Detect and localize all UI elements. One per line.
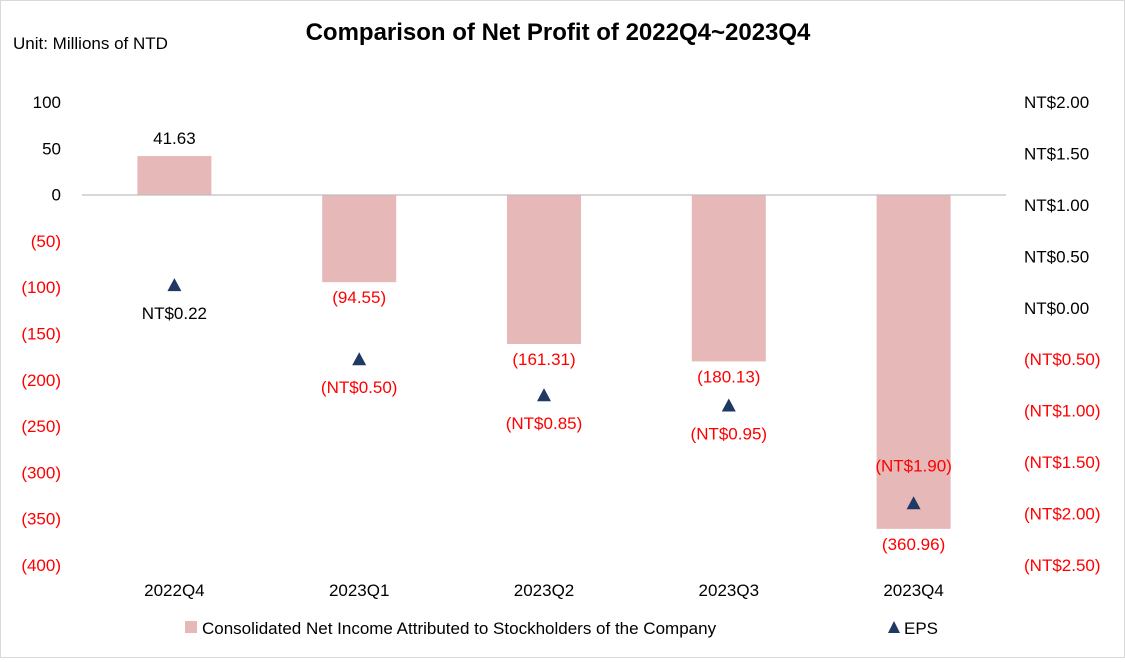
bar-data-labels: 41.63 (94.55) (161.31) (180.13) (360.96) <box>153 129 945 554</box>
bar-label: (180.13) <box>697 367 760 386</box>
right-tick-label: NT$1.00 <box>1024 196 1089 215</box>
right-tick-label: NT$2.00 <box>1024 93 1089 112</box>
bar-2023Q1 <box>322 194 397 283</box>
left-tick-label: 0 <box>52 186 61 205</box>
legend-eps-triangle-icon <box>888 621 900 633</box>
left-tick-label: 50 <box>42 139 61 158</box>
bar-label: (161.31) <box>512 350 575 369</box>
right-axis-ticks: NT$2.00 NT$1.50 NT$1.00 NT$0.50 NT$0.00 (NT$0… <box>1024 93 1101 575</box>
eps-label: (NT$0.50) <box>321 378 398 397</box>
left-tick-label: (100) <box>21 278 61 297</box>
legend-bar-swatch <box>185 621 197 633</box>
eps-label: (NT$1.90) <box>875 456 952 475</box>
bar-2023Q4 <box>876 194 951 529</box>
bar-2023Q2 <box>507 194 581 344</box>
left-tick-label: (350) <box>21 510 61 529</box>
right-tick-label: (NT$2.00) <box>1024 505 1101 524</box>
eps-label: (NT$0.85) <box>506 414 583 433</box>
x-tick-label: 2023Q3 <box>699 581 760 600</box>
right-tick-label: NT$0.00 <box>1024 299 1089 318</box>
chart-title: Comparison of Net Profit of 2022Q4~2023Q… <box>306 19 811 46</box>
bar-label: (360.96) <box>882 535 945 554</box>
legend: Consolidated Net Income Attributed to St… <box>185 619 938 638</box>
left-tick-label: (150) <box>21 325 61 344</box>
bar-2023Q3 <box>691 194 766 362</box>
right-tick-label: (NT$0.50) <box>1024 350 1101 369</box>
eps-triangle-marker <box>906 496 921 510</box>
x-axis-ticks: 2022Q4 2023Q1 2023Q2 2023Q3 2023Q4 <box>144 581 944 600</box>
left-tick-label: 100 <box>33 93 61 112</box>
eps-label: NT$0.22 <box>142 304 207 323</box>
x-tick-label: 2022Q4 <box>144 581 205 600</box>
left-tick-label: (300) <box>21 463 61 482</box>
eps-data-labels: NT$0.22 (NT$0.50) (NT$0.85) (NT$0.95) (NT$1.… <box>142 304 952 475</box>
left-tick-label: (250) <box>21 417 61 436</box>
eps-triangle-marker <box>721 398 736 412</box>
x-tick-label: 2023Q2 <box>514 581 575 600</box>
right-tick-label: (NT$2.50) <box>1024 556 1101 575</box>
eps-triangle-marker <box>167 278 182 292</box>
legend-bar-label: Consolidated Net Income Attributed to St… <box>202 619 717 638</box>
right-tick-label: (NT$1.50) <box>1024 453 1101 472</box>
eps-triangle-marker <box>537 388 551 402</box>
eps-series <box>167 278 921 510</box>
x-tick-label: 2023Q4 <box>883 581 944 600</box>
x-tick-label: 2023Q1 <box>329 581 390 600</box>
unit-label: Unit: Millions of NTD <box>13 34 168 53</box>
right-tick-label: NT$0.50 <box>1024 247 1089 266</box>
legend-eps-label: EPS <box>904 619 938 638</box>
left-tick-label: (50) <box>31 232 61 251</box>
right-tick-label: (NT$1.00) <box>1024 402 1101 421</box>
bar-label: (94.55) <box>332 288 386 307</box>
eps-triangle-marker <box>352 352 367 366</box>
left-axis-ticks: 100 50 0 (50) (100) (150) (200) (250) (300) (350)… <box>21 93 61 575</box>
left-tick-label: (200) <box>21 371 61 390</box>
left-tick-label: (400) <box>21 556 61 575</box>
bar-label: 41.63 <box>153 129 196 148</box>
eps-label: (NT$0.95) <box>691 425 768 444</box>
bar-2022Q4 <box>137 156 212 195</box>
bar-series <box>137 156 951 529</box>
right-tick-label: NT$1.50 <box>1024 144 1089 163</box>
